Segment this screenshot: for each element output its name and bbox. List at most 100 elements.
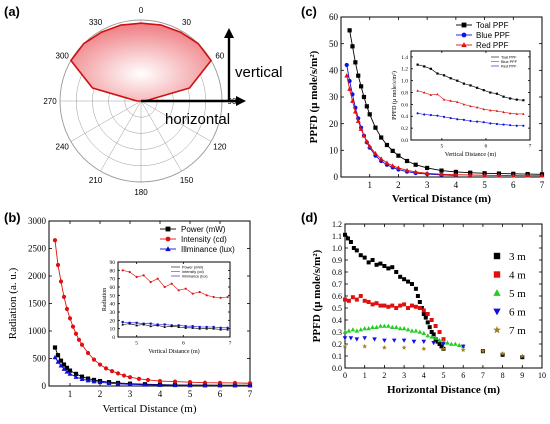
d-data-point (358, 294, 363, 298)
c-inset-data-point (508, 111, 512, 115)
c-x-tick-label: 1 (367, 180, 372, 190)
vertical-annotation: vertical (235, 64, 283, 81)
polar-chart: 0306090120150180210240270300330verticalh… (43, 6, 282, 197)
d-data-point (343, 232, 347, 237)
c-y-axis-label: PPFD (μ mole/s/m²) (308, 50, 320, 143)
c-data-point (350, 44, 355, 49)
b-inset-data-point (219, 328, 222, 331)
b-x-tick-label: 5 (188, 389, 193, 399)
b-inset-y-tick-label: 40 (110, 302, 116, 308)
c-data-point (347, 28, 352, 33)
b-data-point (172, 379, 178, 384)
d-y-tick-label: 0.1 (332, 352, 342, 361)
c-inset-y-tick-label: 1.2 (401, 67, 408, 73)
d-y-tick-label: 0.7 (332, 280, 342, 289)
d-y-tick-label: 0.9 (332, 256, 342, 265)
b-data-point (103, 366, 109, 371)
b-data-point (157, 378, 163, 384)
d-legend-label: 3 m (509, 251, 526, 263)
b-data-point (85, 377, 91, 383)
c-inset-data-point (429, 113, 432, 117)
d-data-point (342, 329, 348, 334)
b-data-point (73, 331, 79, 336)
panel-label-a: (a) (4, 4, 20, 19)
d-data-point (378, 261, 383, 266)
c-data-point (404, 167, 410, 173)
b-y-tick-label: 500 (33, 354, 47, 364)
d-x-tick-label: 3 (402, 371, 406, 380)
b-data-point (172, 382, 178, 388)
c-data-point (347, 86, 353, 91)
polar-angle-label: 270 (43, 97, 57, 106)
d-data-point (409, 303, 414, 308)
b-legend-label: Illminance (lux) (181, 245, 235, 254)
b-data-point (52, 238, 58, 243)
b-inset-data-point (212, 325, 215, 329)
b-inset-x-tick-label: 7 (229, 341, 232, 347)
d-data-point (441, 342, 446, 347)
d-x-tick-label: 6 (461, 371, 465, 380)
b-inset-y-tick-label: 50 (110, 293, 116, 299)
b-inset-data-point (205, 327, 208, 330)
d-data-point (354, 337, 360, 342)
c-inset-data-point (456, 100, 459, 104)
b-inset-data-point (205, 294, 208, 297)
d-data-point (413, 286, 418, 291)
d-y-tick-label: 0.2 (332, 340, 342, 349)
b-data-point (55, 353, 61, 358)
c-inset-data-point (423, 113, 426, 116)
c-data-point (539, 173, 545, 178)
d-legend-label: 7 m (509, 325, 526, 337)
b-data-point (52, 345, 58, 350)
d-data-point (370, 258, 375, 262)
polar-angle-label: 210 (89, 176, 103, 185)
b-data-point (58, 363, 64, 368)
d-data-point (417, 329, 423, 334)
b-data-point (58, 279, 64, 284)
c-inset-data-point (482, 121, 485, 124)
b-data-point (115, 381, 121, 386)
b-inset-data-point (177, 324, 180, 327)
b-y-tick-label: 2500 (28, 244, 47, 254)
c-inset-data-point (462, 118, 465, 121)
c-data-point (350, 98, 355, 103)
b-inset-y-tick-label: 70 (110, 277, 116, 283)
polar-angle-label: 30 (182, 18, 191, 27)
c-inset-data-point (462, 82, 465, 85)
d-data-point (343, 297, 347, 302)
b-y-tick-label: 1500 (28, 299, 47, 309)
b-x-tick-label: 1 (68, 389, 73, 399)
b-data-point (202, 382, 208, 388)
b-legend-marker (165, 246, 171, 252)
d-y-axis-label: PPFD (μ mole/s/m²) (311, 249, 323, 342)
b-inset-y-tick-label: 80 (110, 268, 116, 274)
d-data-point (346, 328, 352, 333)
polar-angle-label: 240 (56, 143, 70, 152)
d-y-tick-label: 1.1 (332, 232, 342, 241)
c-data-point (396, 153, 401, 158)
d-data-point (381, 345, 387, 350)
b-inset-data-point (142, 274, 145, 277)
c-inset-data-point (456, 118, 459, 121)
b-data-point (91, 357, 97, 362)
c-legend-label: Toal PPF (476, 21, 509, 30)
d-legend-marker (493, 271, 501, 278)
d-data-point (378, 323, 383, 328)
d-data-point (411, 339, 417, 344)
b-data-point (61, 294, 67, 299)
b-inset-data-point (163, 285, 166, 289)
c-data-point (439, 168, 444, 173)
c-inset-data-point (495, 92, 499, 95)
d-data-point (413, 304, 418, 309)
d-data-point (409, 282, 414, 286)
d-data-point (348, 336, 354, 341)
d-data-point (421, 312, 426, 316)
c-inset-data-point (502, 110, 505, 114)
b-data-point (127, 381, 133, 387)
c-inset-data-point (522, 124, 525, 127)
d-data-point (358, 327, 364, 332)
c-data-point (424, 170, 430, 176)
d-data-point (342, 343, 348, 349)
b-inset-series-line (122, 270, 228, 299)
b-inset-data-point (128, 270, 131, 274)
